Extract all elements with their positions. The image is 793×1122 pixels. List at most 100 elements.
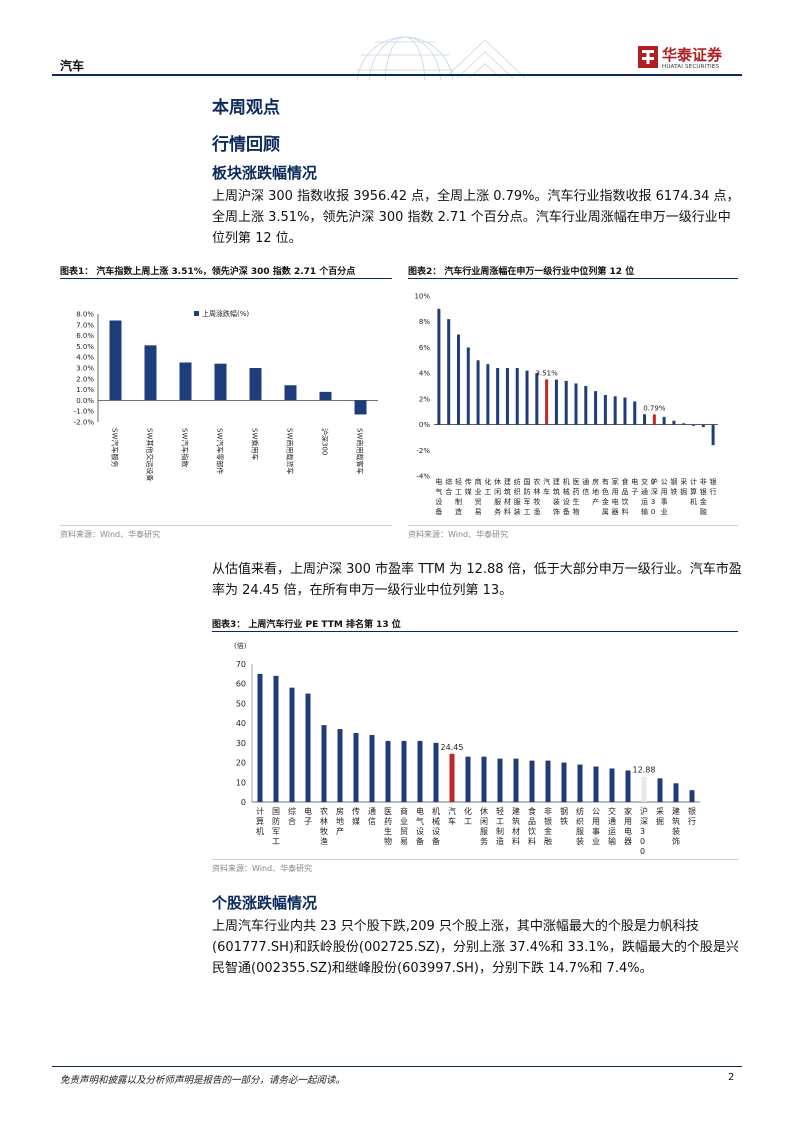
x-tick-label-char: 3 xyxy=(640,827,645,836)
x-tick-label-char: 交 xyxy=(608,806,616,816)
bar xyxy=(657,778,663,802)
x-tick-label-char: 贸 xyxy=(475,497,482,506)
bar xyxy=(701,424,705,428)
x-tick-label-char: 生 xyxy=(384,826,392,836)
bar xyxy=(401,740,407,802)
y-tick-label: 8% xyxy=(419,318,430,326)
figure3-title-rule xyxy=(212,631,738,632)
x-tick-label-char: 金 xyxy=(700,497,707,506)
x-tick-label-char: 闲 xyxy=(494,487,501,496)
x-tick-label-char: 通 xyxy=(641,487,648,496)
y-tick-label: 50 xyxy=(236,699,246,708)
x-tick-label-char: 贸 xyxy=(400,826,408,836)
y-tick-label: -2% xyxy=(416,447,430,455)
x-tick-label-char: 装 xyxy=(576,836,584,846)
x-tick-label-char: 0 xyxy=(640,847,645,856)
y-tick-label: 60 xyxy=(236,680,246,689)
x-tick-label-char: 有 xyxy=(602,477,609,486)
x-tick-label-char: 轻 xyxy=(496,806,504,816)
x-tick-label-char: 深 xyxy=(640,817,648,826)
x-tick-label-char: 采 xyxy=(680,477,687,486)
x-tick-label-char: 0 xyxy=(640,837,645,846)
x-tick-label-char: 备 xyxy=(432,836,440,846)
x-tick-label-char: 工 xyxy=(272,837,280,846)
y-tick-label: 0.0% xyxy=(76,397,94,405)
y-tick-label: 7.0% xyxy=(76,321,94,329)
x-tick-label-char: 林 xyxy=(320,816,328,826)
bar xyxy=(505,368,509,425)
x-tick-label-char: 机 xyxy=(690,497,697,506)
x-tick-label-char: 食 xyxy=(528,806,536,816)
bar xyxy=(584,386,588,425)
bar xyxy=(545,379,549,425)
x-tick-label-char: 车 xyxy=(448,816,456,826)
x-tick-label-char: 传 xyxy=(465,477,472,486)
bar xyxy=(545,760,551,802)
x-tick-label-char: 机 xyxy=(432,806,440,816)
bar xyxy=(609,768,615,802)
x-tick-label-char: 料 xyxy=(504,507,511,516)
x-tick-label-char: 媒 xyxy=(465,487,472,496)
x-tick-label-char: 公 xyxy=(661,478,668,486)
footer-disclaimer: 免责声明和披露以及分析师声明是报告的一部分，请务必一起阅读。 xyxy=(60,1075,346,1086)
bar xyxy=(305,693,311,802)
x-tick-label-char: 务 xyxy=(494,507,501,516)
bar xyxy=(643,414,647,425)
x-tick-label-char: 属 xyxy=(602,508,609,516)
x-tick-label-char: 运 xyxy=(641,498,648,506)
x-tick-label-char: 造 xyxy=(455,507,462,516)
x-tick-label-char: 物 xyxy=(384,836,392,846)
x-tick-label-char: 牧 xyxy=(533,497,540,506)
x-tick-label-char: 筑 xyxy=(504,487,511,496)
x-tick-label-char: 行 xyxy=(688,816,696,826)
x-tick-label-char: 防 xyxy=(272,816,280,826)
y-tick-label: 40 xyxy=(236,719,246,728)
bar xyxy=(447,319,451,425)
x-tick-label-char: 物 xyxy=(573,507,580,516)
bar xyxy=(273,675,279,802)
bar xyxy=(497,758,503,802)
paragraph-stocks: 上周汽车行业内共 23 只个股下跌,209 只个股上涨，其中涨幅最大的个股是力帆… xyxy=(212,919,739,976)
x-tick-label-char: 工 xyxy=(496,817,504,826)
x-tick-label-char: 建 xyxy=(672,806,680,816)
bar xyxy=(593,766,599,802)
x-tick-label-char: 融 xyxy=(544,836,552,846)
y-tick-label: 8.0% xyxy=(76,311,94,319)
bar xyxy=(682,423,686,425)
x-tick-label-char: 铁 xyxy=(560,816,568,826)
x-tick-label-char: 用 xyxy=(624,817,632,826)
x-tick-label-char: 事 xyxy=(592,826,600,836)
bar xyxy=(672,420,676,425)
x-tick-label-char: 气 xyxy=(416,816,424,826)
x-tick-label-char: 服 xyxy=(494,498,501,506)
bar xyxy=(515,368,519,425)
bar xyxy=(385,740,391,802)
x-tick-label-char: 银 xyxy=(688,806,696,816)
bar xyxy=(529,760,535,802)
x-tick-label-char: 渔 xyxy=(533,507,540,516)
chart-index-weekly-change: 8.0% 7.0% 6.0% 5.0% 4.0% 3.0% 2.0% 1.0% 0.0% -1.0… xyxy=(74,309,378,481)
x-tick-label-char: 纺 xyxy=(576,806,584,816)
x-tick-label-char: 沪 xyxy=(640,806,648,816)
x-tick-label-char: 饮 xyxy=(528,826,536,836)
bar xyxy=(535,373,539,425)
x-tick-label-char: 材 xyxy=(512,826,520,836)
x-tick-label-char: 品 xyxy=(528,817,536,826)
x-tick-label-char: 用 xyxy=(661,488,668,496)
x-tick-label-char: 合 xyxy=(288,816,296,826)
x-tick-label-char: 纺 xyxy=(514,477,521,486)
bar xyxy=(481,756,487,802)
x-tick-label-char: 电 xyxy=(612,497,619,506)
x-tick-label-char: 铁 xyxy=(670,487,677,496)
heading-weekly-view: 本周观点 xyxy=(212,98,280,118)
bar xyxy=(456,334,460,425)
x-tick-label-char: 食 xyxy=(621,477,628,486)
logo-mark-icon xyxy=(638,46,658,68)
x-tick-label-char: 装 xyxy=(514,507,521,516)
x-tick-label-char: 通 xyxy=(582,477,589,486)
x-tick-label-char: 电 xyxy=(416,806,424,816)
x-tick-label-char: 料 xyxy=(512,836,520,846)
y-tick-label: 6% xyxy=(419,344,430,352)
x-tick-label-char: 金 xyxy=(544,826,552,836)
bar xyxy=(625,770,631,802)
